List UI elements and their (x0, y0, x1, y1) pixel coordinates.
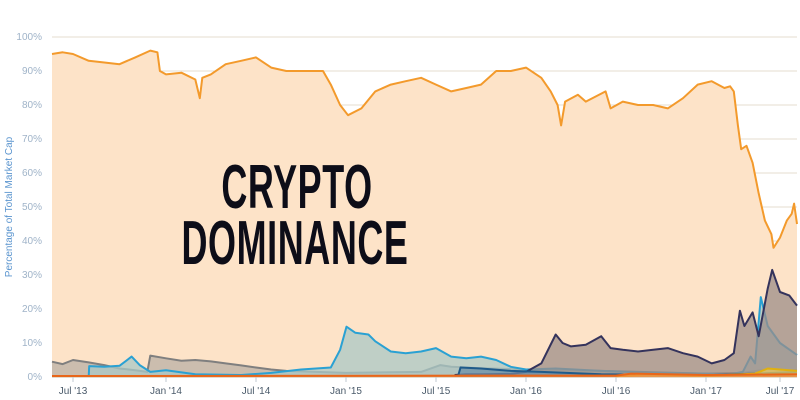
series-line-3 (454, 268, 798, 376)
series-area-4 (458, 367, 797, 377)
series-line-0 (51, 49, 798, 249)
x-tick-label: Jan '14 (150, 386, 182, 397)
series-area-2 (88, 297, 797, 377)
y-tick-label: 100% (16, 32, 42, 43)
x-tick-label: Jul '16 (602, 386, 631, 397)
x-tick-label: Jan '16 (510, 386, 542, 397)
y-tick-label: 90% (22, 66, 42, 77)
y-tick-label: 60% (22, 168, 42, 179)
overlay-title-line1: CRYPTO (221, 153, 373, 222)
x-tick-label: Jan '17 (690, 386, 722, 397)
y-tick-label: 10% (22, 338, 42, 349)
y-axis-title: Percentage of Total Market Cap (4, 136, 15, 277)
series-areas (51, 49, 798, 378)
y-tick-label: 70% (22, 134, 42, 145)
x-tick-label: Jul '15 (422, 386, 451, 397)
y-axis-ticks: 0% 10% 20% 30% 40% 50% 60% 70% 80% 90% 100% (16, 32, 42, 383)
x-axis-ticks: Jul '13 Jan '14 Jul '14 Jan '15 Jul '15 Jan '… (59, 377, 795, 397)
y-tick-label: 50% (22, 202, 42, 213)
x-tick-label: Jul '13 (59, 386, 88, 397)
x-tick-label: Jan '15 (330, 386, 362, 397)
series-area-3 (454, 269, 797, 377)
x-tick-label: Jul '14 (242, 386, 271, 397)
x-tick-label: Jul '17 (766, 386, 795, 397)
y-tick-label: 80% (22, 100, 42, 111)
series-line-6 (51, 372, 798, 377)
y-tick-label: 0% (28, 372, 43, 383)
y-tick-label: 20% (22, 304, 42, 315)
series-area-0 (52, 50, 797, 377)
y-tick-label: 30% (22, 270, 42, 281)
y-tick-label: 40% (22, 236, 42, 247)
overlay-title-line2: DOMINANCE (181, 209, 409, 278)
